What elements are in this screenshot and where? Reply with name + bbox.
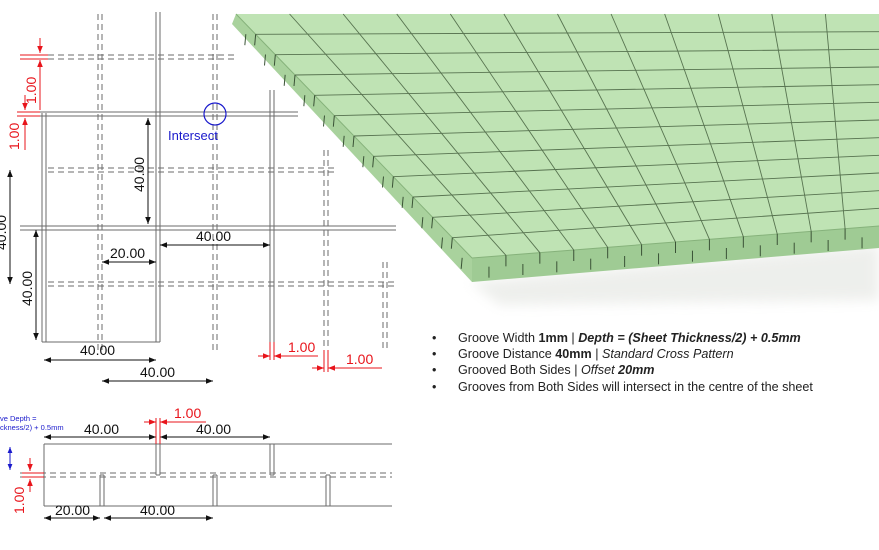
dim-vertical-40-a: 40.00: [131, 157, 147, 192]
section-dim-side-red: 1.00: [11, 487, 27, 514]
dim-vertical-40-b: 40.00: [0, 215, 9, 250]
edge-groove-tick: [303, 95, 306, 107]
edge-groove-tick: [332, 115, 335, 127]
grooved-sheet-render: [232, 13, 879, 305]
front-edge-grooves: [244, 34, 863, 278]
section-dim-bottom-20: 20.00: [55, 502, 90, 518]
edge-groove-tick: [254, 34, 257, 46]
sheet-left-face: [232, 14, 472, 282]
edge-groove-tick: [372, 156, 375, 168]
plan-view-drawing: Intersect 1.00 1.00 40.00 40.00 40.00 20…: [0, 12, 396, 384]
note-groove-distance: Groove Distance 40mm | Standard Cross Pa…: [432, 346, 879, 362]
intersect-circle-marker: [203, 102, 227, 126]
dim-top-red-2: 1.00: [6, 123, 22, 150]
section-view-drawing: ve Depth = ckness/2) + 0.5mm: [0, 405, 392, 521]
groove-depth-label-line1: ve Depth =: [0, 414, 37, 423]
edge-groove-tick: [273, 54, 276, 66]
sheet-grooves: [255, 13, 879, 256]
dim-horizontal-40-upper: 40.00: [196, 228, 231, 244]
dim-red-groove-a: 1.00: [288, 339, 315, 355]
sheet-groove-line: [452, 207, 879, 239]
edge-groove-tick: [323, 115, 325, 127]
edge-groove-tick: [293, 74, 296, 87]
edge-groove-tick: [264, 54, 266, 66]
edge-groove-tick: [342, 135, 345, 147]
note-grooves-intersect: Grooves from Both Sides will intersect i…: [432, 379, 879, 395]
edge-groove-tick: [391, 176, 394, 188]
edge-groove-tick: [283, 74, 286, 86]
edge-groove-tick: [421, 217, 424, 229]
dim-red-groove-b: 1.00: [346, 351, 373, 367]
edge-groove-tick: [313, 95, 316, 107]
sheet-groove-line: [771, 13, 812, 232]
edge-groove-tick: [352, 135, 355, 148]
edge-groove-tick: [450, 237, 453, 249]
edge-groove-tick: [362, 156, 365, 168]
intersect-label: Intersect: [168, 128, 218, 143]
edge-groove-tick: [411, 196, 414, 209]
edge-groove-tick: [382, 176, 384, 188]
groove-spec-notes: Groove Width 1mm | Depth = (Sheet Thickn…: [432, 330, 879, 395]
section-dim-top-40-b: 40.00: [196, 421, 231, 437]
edge-groove-tick: [441, 237, 443, 249]
sheet-groove-line: [824, 13, 846, 229]
dim-top-red-1: 1.00: [23, 77, 39, 104]
section-dim-top-red: 1.00: [174, 405, 201, 421]
dim-horizontal-40-lower-b: 40.00: [140, 364, 175, 380]
note-grooved-both-sides: Grooved Both Sides | Offset 20mm: [432, 362, 879, 378]
edge-groove-tick: [431, 217, 434, 229]
dim-horizontal-20: 20.00: [110, 245, 145, 261]
section-dim-bottom-40: 40.00: [140, 502, 175, 518]
note-groove-width: Groove Width 1mm | Depth = (Sheet Thickn…: [432, 330, 879, 346]
edge-groove-tick: [401, 196, 404, 208]
sheet-top-face: [236, 14, 879, 258]
dim-vertical-40-c: 40.00: [19, 271, 35, 306]
groove-depth-label-line2: ckness/2) + 0.5mm: [0, 423, 64, 432]
section-dim-top-40-a: 40.00: [84, 421, 119, 437]
dim-horizontal-40-lower-a: 40.00: [80, 342, 115, 358]
edge-groove-tick: [244, 34, 247, 46]
edge-groove-tick: [460, 257, 463, 269]
